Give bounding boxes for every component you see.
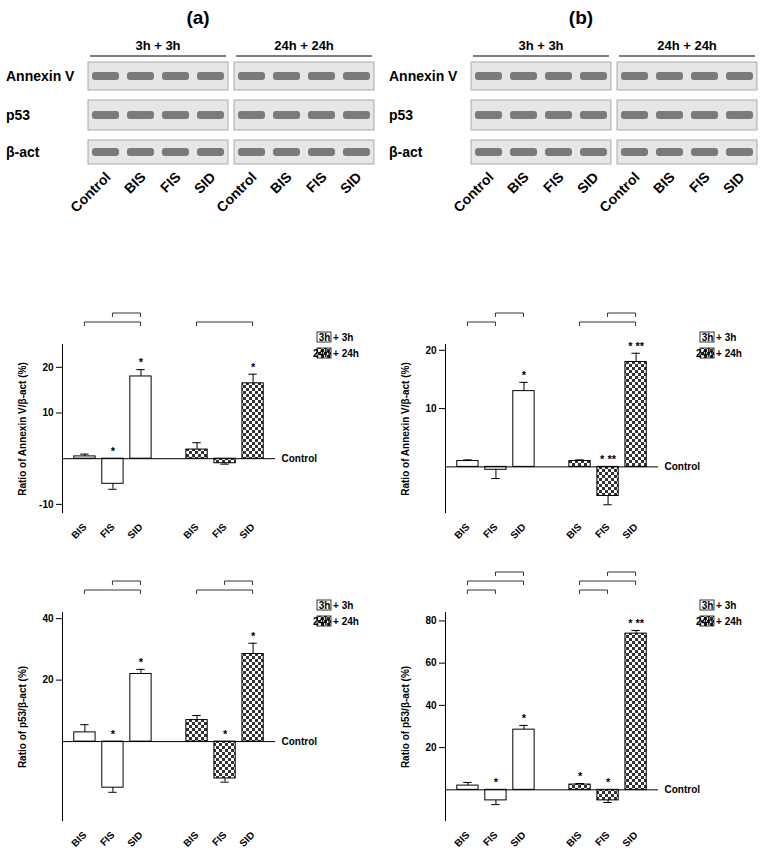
svg-text:24h + 24h: 24h + 24h <box>313 616 359 627</box>
svg-text:Control: Control <box>596 169 643 216</box>
svg-text:* **: * ** <box>628 340 645 352</box>
svg-text:FIS: FIS <box>210 521 229 540</box>
svg-text:SID: SID <box>191 169 219 197</box>
svg-text:40: 40 <box>425 700 437 711</box>
svg-text:SID: SID <box>337 169 365 197</box>
svg-text:BIS: BIS <box>121 169 149 197</box>
svg-text:*: * <box>522 712 527 724</box>
svg-text:-10: -10 <box>39 499 54 510</box>
svg-text:SID: SID <box>720 169 748 197</box>
svg-text:SID: SID <box>237 521 257 541</box>
svg-text:BIS: BIS <box>452 521 472 541</box>
svg-text:Control: Control <box>665 461 701 472</box>
svg-text:FIS: FIS <box>686 169 713 196</box>
svg-text:*: * <box>251 361 256 373</box>
svg-text:Ratio of Annexin V/β-act (%): Ratio of Annexin V/β-act (%) <box>400 362 411 496</box>
svg-text:*: * <box>139 656 144 668</box>
svg-text:SID: SID <box>620 829 640 849</box>
svg-text:*: * <box>578 770 583 782</box>
svg-text:10: 10 <box>425 403 437 414</box>
svg-text:BIS: BIS <box>181 829 201 849</box>
svg-text:SID: SID <box>508 829 528 849</box>
svg-text:SID: SID <box>508 521 528 541</box>
svg-text:FIS: FIS <box>481 521 500 540</box>
svg-text:3h + 3h: 3h + 3h <box>702 332 737 343</box>
svg-text:Control: Control <box>450 169 497 216</box>
svg-text:BIS: BIS <box>267 169 295 197</box>
svg-text:20: 20 <box>425 345 437 356</box>
svg-text:* **: * ** <box>600 453 617 465</box>
svg-text:Control: Control <box>282 736 318 747</box>
svg-text:24h + 24h: 24h + 24h <box>696 616 742 627</box>
svg-text:Annexin V: Annexin V <box>6 68 75 84</box>
svg-text:*: * <box>111 445 116 457</box>
svg-text:β-act: β-act <box>389 144 423 160</box>
svg-text:SID: SID <box>620 521 640 541</box>
svg-text:24h + 24h: 24h + 24h <box>274 38 334 53</box>
svg-text:BIS: BIS <box>564 829 584 849</box>
svg-text:FIS: FIS <box>593 829 612 848</box>
svg-text:20: 20 <box>42 674 54 685</box>
svg-text:3h + 3h: 3h + 3h <box>319 600 354 611</box>
svg-text:p53: p53 <box>6 107 30 123</box>
svg-text:*: * <box>494 776 499 788</box>
svg-text:Annexin V: Annexin V <box>389 68 458 84</box>
svg-text:*: * <box>139 356 144 368</box>
svg-text:FIS: FIS <box>98 829 117 848</box>
svg-text:FIS: FIS <box>157 169 184 196</box>
svg-text:FIS: FIS <box>540 169 567 196</box>
svg-text:SID: SID <box>125 521 145 541</box>
svg-text:SID: SID <box>237 829 257 849</box>
svg-text:FIS: FIS <box>210 829 229 848</box>
svg-text:20: 20 <box>425 742 437 753</box>
svg-text:40: 40 <box>42 613 54 624</box>
svg-text:* **: * ** <box>628 617 645 629</box>
svg-text:24h + 24h: 24h + 24h <box>313 348 359 359</box>
svg-text:Control: Control <box>665 784 701 795</box>
svg-text:BIS: BIS <box>504 169 532 197</box>
svg-text:Ratio of p53/β-act (%): Ratio of p53/β-act (%) <box>17 666 28 768</box>
svg-text:*: * <box>223 728 228 740</box>
svg-text:SID: SID <box>125 829 145 849</box>
svg-text:3h + 3h: 3h + 3h <box>135 38 180 53</box>
svg-text:*: * <box>251 630 256 642</box>
svg-text:BIS: BIS <box>564 521 584 541</box>
svg-text:Control: Control <box>213 169 260 216</box>
svg-text:3h + 3h: 3h + 3h <box>518 38 563 53</box>
svg-text:BIS: BIS <box>650 169 678 197</box>
svg-text:FIS: FIS <box>303 169 330 196</box>
svg-text:BIS: BIS <box>69 829 89 849</box>
svg-text:FIS: FIS <box>98 521 117 540</box>
svg-text:Ratio of p53/β-act (%): Ratio of p53/β-act (%) <box>400 666 411 768</box>
svg-text:*: * <box>111 728 116 740</box>
svg-text:BIS: BIS <box>181 521 201 541</box>
svg-text:*: * <box>522 369 527 381</box>
svg-text:Control: Control <box>67 169 114 216</box>
svg-text:3h + 3h: 3h + 3h <box>319 332 354 343</box>
svg-text:80: 80 <box>425 615 437 626</box>
svg-text:BIS: BIS <box>69 521 89 541</box>
svg-text:(a): (a) <box>186 7 209 28</box>
svg-text:β-act: β-act <box>6 144 40 160</box>
svg-text:Ratio of Annexin V/β-act (%): Ratio of Annexin V/β-act (%) <box>17 362 28 496</box>
svg-text:(b): (b) <box>569 7 593 28</box>
svg-text:20: 20 <box>42 362 54 373</box>
svg-text:SID: SID <box>574 169 602 197</box>
svg-text:p53: p53 <box>389 107 413 123</box>
svg-text:60: 60 <box>425 657 437 668</box>
svg-text:10: 10 <box>42 407 54 418</box>
svg-text:FIS: FIS <box>481 829 500 848</box>
svg-text:BIS: BIS <box>452 829 472 849</box>
svg-text:Control: Control <box>282 453 318 464</box>
svg-text:3h + 3h: 3h + 3h <box>702 600 737 611</box>
svg-text:24h + 24h: 24h + 24h <box>657 38 717 53</box>
svg-text:*: * <box>606 776 611 788</box>
svg-text:24h + 24h: 24h + 24h <box>696 348 742 359</box>
svg-text:FIS: FIS <box>593 521 612 540</box>
